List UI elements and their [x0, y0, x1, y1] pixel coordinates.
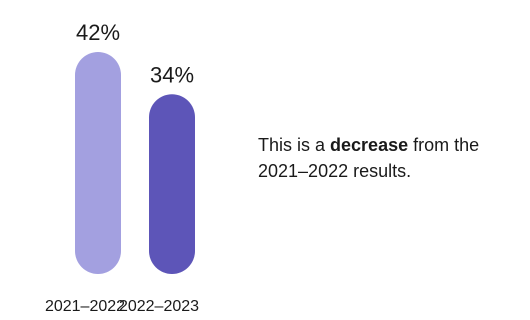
- annotation-emphasis: decrease: [330, 135, 409, 155]
- x-tick-label-2021–2022: 2021–2022: [45, 298, 125, 315]
- bar-2022–2023: [149, 94, 195, 275]
- value-label-2021–2022: 42%: [76, 20, 120, 45]
- bar-chart: 42% 2021–2022 34% 2022–2023: [45, 20, 199, 315]
- chart-annotation: This is a decrease from the 2021–2022 re…: [258, 132, 528, 184]
- annotation-text-before: This is a: [258, 135, 331, 155]
- x-tick-label-2022–2023: 2022–2023: [119, 298, 199, 315]
- value-label-2022–2023: 34%: [150, 62, 194, 87]
- bar-2021–2022: [75, 52, 121, 274]
- annotation-text-after: from the 2021–2022 results.: [258, 135, 480, 181]
